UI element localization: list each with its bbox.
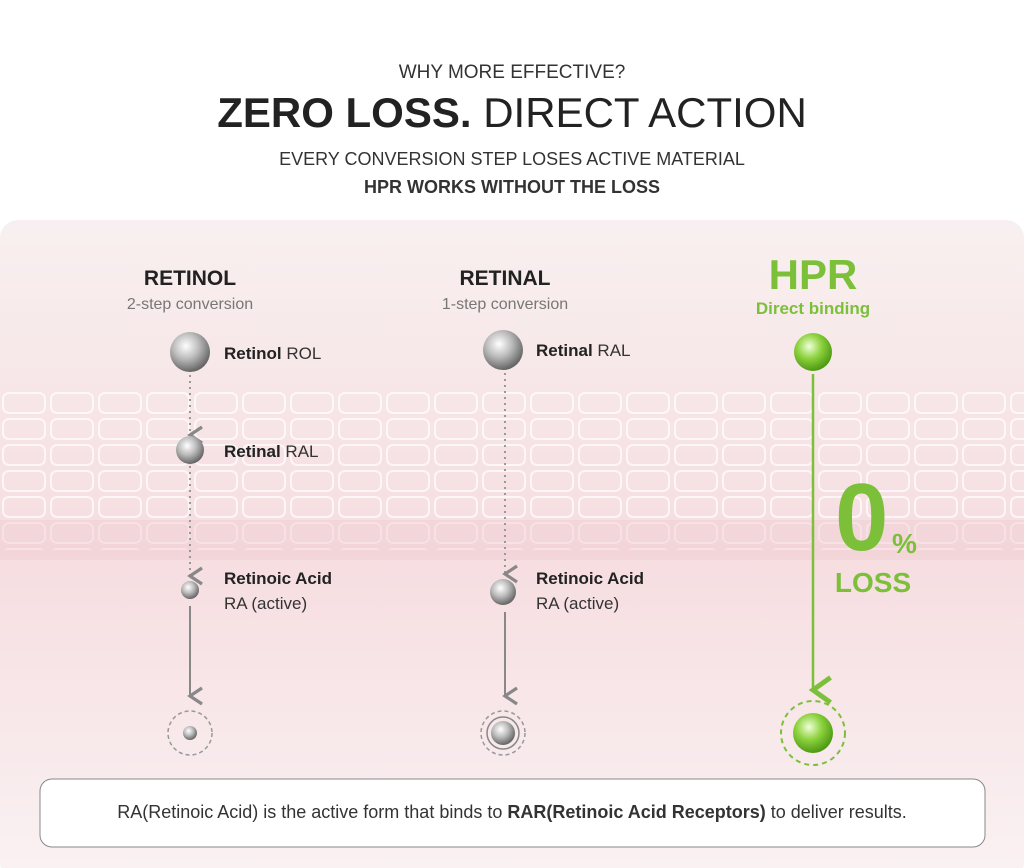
step-name: Retinoic Acid — [536, 569, 644, 588]
column-subtitle: Direct binding — [755, 299, 871, 318]
molecule — [483, 330, 523, 370]
step-name: Retinal — [224, 442, 281, 461]
step-code: ROL — [286, 344, 322, 363]
molecule — [170, 332, 210, 372]
molecule — [176, 436, 204, 464]
step-name: Retinoic Acid — [224, 569, 332, 588]
molecule — [181, 581, 199, 599]
loss-number: 0 — [835, 464, 889, 571]
step-code: RA (active) — [536, 594, 620, 613]
loss-label: LOSS — [834, 567, 912, 598]
receptor — [167, 710, 213, 756]
column-title: RETINAL — [459, 267, 551, 290]
receptor — [780, 700, 846, 766]
column-subtitle: 1-step conversion — [441, 296, 569, 313]
headline-bold: ZERO LOSS. — [217, 89, 472, 136]
step-code: RA (active) — [224, 594, 308, 613]
skin-layer — [0, 520, 1024, 560]
footer-part: RA(Retinoic Acid) is the active form tha… — [117, 802, 508, 822]
step-label: Retinol ROL — [224, 345, 321, 362]
headline-rest: DIRECT ACTION — [483, 89, 807, 136]
molecule — [491, 721, 515, 745]
step-label: Retinal RAL — [536, 342, 631, 359]
receptor — [480, 710, 526, 756]
column-subtitle: 2-step conversion — [126, 296, 254, 313]
eyebrow: WHY MORE EFFECTIVE? — [398, 62, 626, 83]
footer-box — [39, 778, 986, 848]
molecule — [490, 579, 516, 605]
molecule — [793, 713, 833, 753]
molecule — [794, 333, 832, 371]
step-code: RAL — [597, 341, 631, 360]
footer-bold: RAR(Retinoic Acid Receptors) — [507, 802, 766, 822]
footer-part: to deliver results. — [765, 802, 907, 822]
column-title: RETINOL — [143, 267, 237, 290]
subline: EVERY CONVERSION STEP LOSES ACTIVE MATER… — [279, 149, 745, 169]
column-title: HPR — [768, 251, 858, 298]
step-name: Retinal — [536, 341, 593, 360]
headline: ZERO LOSS. DIRECT ACTION — [217, 92, 807, 134]
step-label: Retinal RAL — [224, 443, 319, 460]
step-name: Retinol — [224, 344, 282, 363]
footer-text: RA(Retinoic Acid) is the active form tha… — [117, 803, 907, 821]
molecule — [183, 726, 197, 740]
step-label: Retinoic Acid RA (active) — [224, 566, 332, 616]
step-code: RAL — [285, 442, 319, 461]
subline-bold: HPR WORKS WITHOUT THE LOSS — [364, 177, 660, 197]
loss-unit: % — [892, 528, 917, 559]
receptor-ring — [486, 716, 520, 750]
step-label: Retinoic Acid RA (active) — [536, 566, 644, 616]
